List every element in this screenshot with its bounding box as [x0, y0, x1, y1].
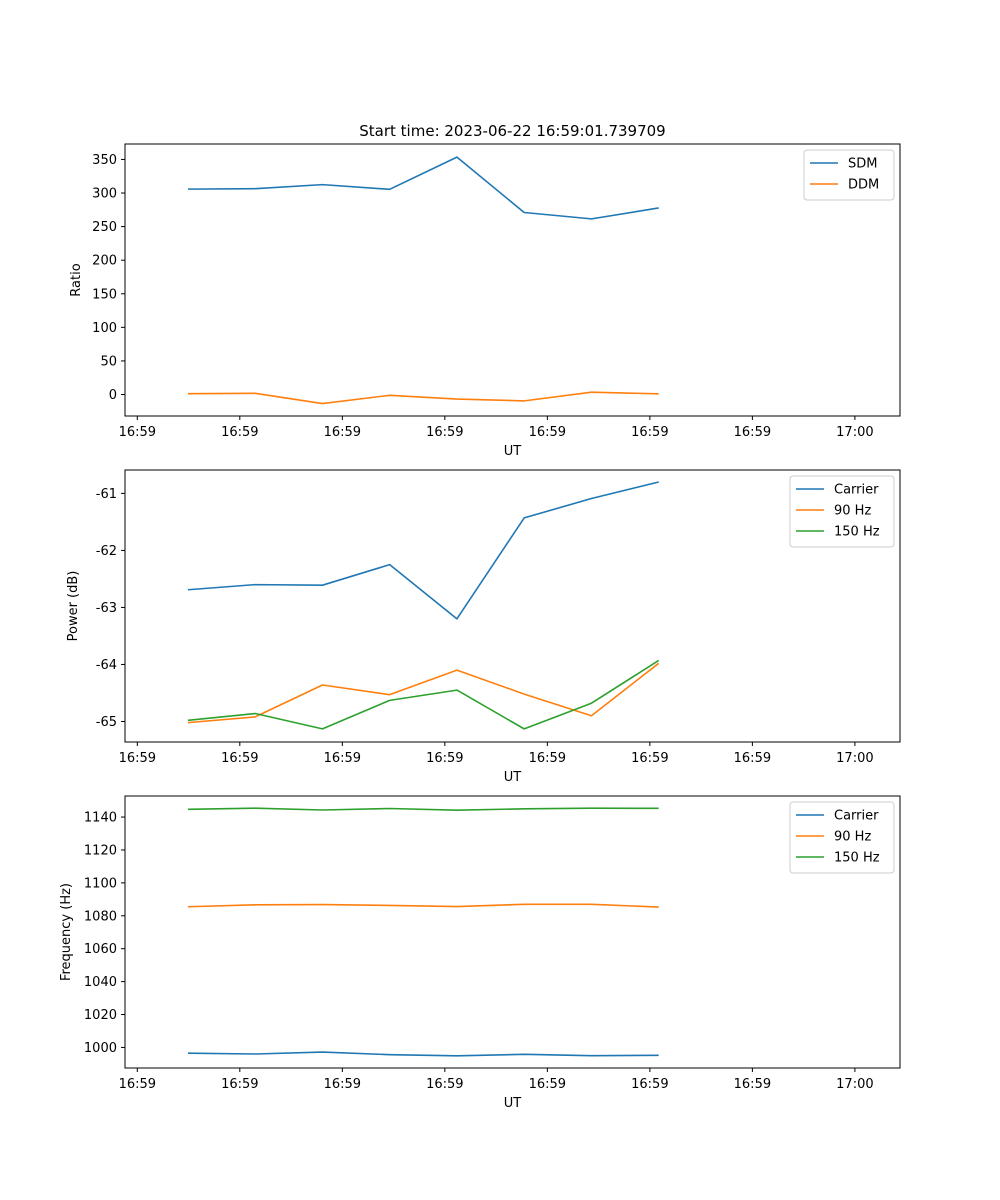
y-axis-label: Ratio [69, 263, 84, 296]
x-axis-label: UT [504, 1096, 522, 1111]
y-tick-label: 1100 [84, 876, 117, 891]
legend: Carrier 90 Hz 150 Hz [789, 475, 895, 548]
legend-box [789, 801, 895, 874]
legend-label: DDM [848, 178, 879, 193]
x-tick-label: 16:59 [221, 425, 258, 440]
y-axis-label: Power (dB) [66, 571, 81, 642]
y-tick-label: 200 [92, 254, 117, 269]
x-tick-label: 16:59 [426, 425, 463, 440]
chart-panel-2: 16:59 16:59 16:59 16:59 16:59 16:59 16:59 17:00… [66, 469, 901, 785]
legend-label: Carrier [834, 483, 879, 498]
legend: Carrier 90 Hz 150 Hz [789, 801, 895, 874]
legend-box [789, 475, 895, 548]
y-axis-label: Frequency (Hz) [59, 883, 74, 981]
x-tick-label: 16:59 [324, 751, 361, 766]
y-tick-label: 1040 [84, 975, 117, 990]
legend-label: 90 Hz [834, 830, 871, 845]
x-tick-label: 16:59 [631, 425, 668, 440]
y-tick-label: 150 [92, 287, 117, 302]
x-tick-label: 16:59 [529, 425, 566, 440]
series-line-carrier [187, 481, 659, 620]
x-tick-label: 17:00 [836, 751, 873, 766]
chart-panel-1: 16:59 16:59 16:59 16:59 16:59 16:59 16:59 17:00… [69, 122, 901, 459]
x-tick-label: 16:59 [529, 1077, 566, 1092]
x-tick-label: 16:59 [734, 425, 771, 440]
y-tick-label: 100 [92, 321, 117, 336]
series-line-carrier [187, 1051, 659, 1057]
y-tick-label: 1140 [84, 811, 117, 826]
chart-panel-3: 16:59 16:59 16:59 16:59 16:59 16:59 16:59 17:00… [59, 795, 901, 1111]
legend-label: 150 Hz [834, 851, 880, 866]
y-tick-label: 50 [100, 354, 117, 369]
y-tick-label: 1020 [84, 1008, 117, 1023]
panels: 16:59 16:59 16:59 16:59 16:59 16:59 16:59 17:00… [59, 122, 901, 1111]
x-tick-label: 16:59 [631, 751, 668, 766]
legend-label: 90 Hz [834, 504, 871, 519]
x-tick-label: 17:00 [836, 1077, 873, 1092]
y-tick-label: 250 [92, 220, 117, 235]
legend-label: SDM [848, 157, 877, 172]
x-tick-label: 16:59 [221, 1077, 258, 1092]
series-line-sdm [187, 156, 659, 220]
y-tick-label: 350 [92, 153, 117, 168]
series-line-90-hz [187, 903, 659, 908]
x-tick-label: 16:59 [119, 751, 156, 766]
plot-area-frame [124, 469, 901, 743]
y-tick-label: 1000 [84, 1041, 117, 1056]
x-tick-label: 16:59 [426, 1077, 463, 1092]
y-tick-label: -61 [96, 487, 117, 502]
x-tick-label: 16:59 [426, 751, 463, 766]
series-line-90-hz [187, 662, 660, 724]
y-tick-label: 0 [109, 388, 117, 403]
y-tick-label: 300 [92, 187, 117, 202]
y-tick-label: -63 [96, 601, 117, 616]
series-line-150-hz [187, 659, 660, 730]
x-tick-label: 16:59 [631, 1077, 668, 1092]
y-tick-label: -64 [96, 658, 117, 673]
x-axis-label: UT [504, 770, 522, 785]
legend: SDM DDM [803, 149, 895, 201]
plot-area-frame [124, 795, 901, 1069]
series-line-ddm [187, 391, 659, 405]
x-tick-label: 16:59 [324, 425, 361, 440]
plot-area-frame [124, 143, 901, 417]
x-tick-label: 16:59 [119, 425, 156, 440]
series-line-150-hz [187, 807, 659, 811]
x-tick-label: 16:59 [324, 1077, 361, 1092]
x-tick-label: 16:59 [734, 1077, 771, 1092]
y-tick-label: -65 [96, 715, 117, 730]
legend-label: 150 Hz [834, 525, 880, 540]
x-tick-label: 16:59 [221, 751, 258, 766]
y-tick-label: 1060 [84, 942, 117, 957]
y-tick-label: -62 [96, 544, 117, 559]
y-tick-label: 1120 [84, 843, 117, 858]
legend-label: Carrier [834, 809, 879, 824]
x-axis-label: UT [504, 444, 522, 459]
x-tick-label: 16:59 [529, 751, 566, 766]
chart-title: Start time: 2023-06-22 16:59:01.739709 [359, 122, 665, 140]
x-tick-label: 16:59 [119, 1077, 156, 1092]
y-tick-label: 1080 [84, 909, 117, 924]
x-tick-label: 17:00 [836, 425, 873, 440]
x-tick-label: 16:59 [734, 751, 771, 766]
